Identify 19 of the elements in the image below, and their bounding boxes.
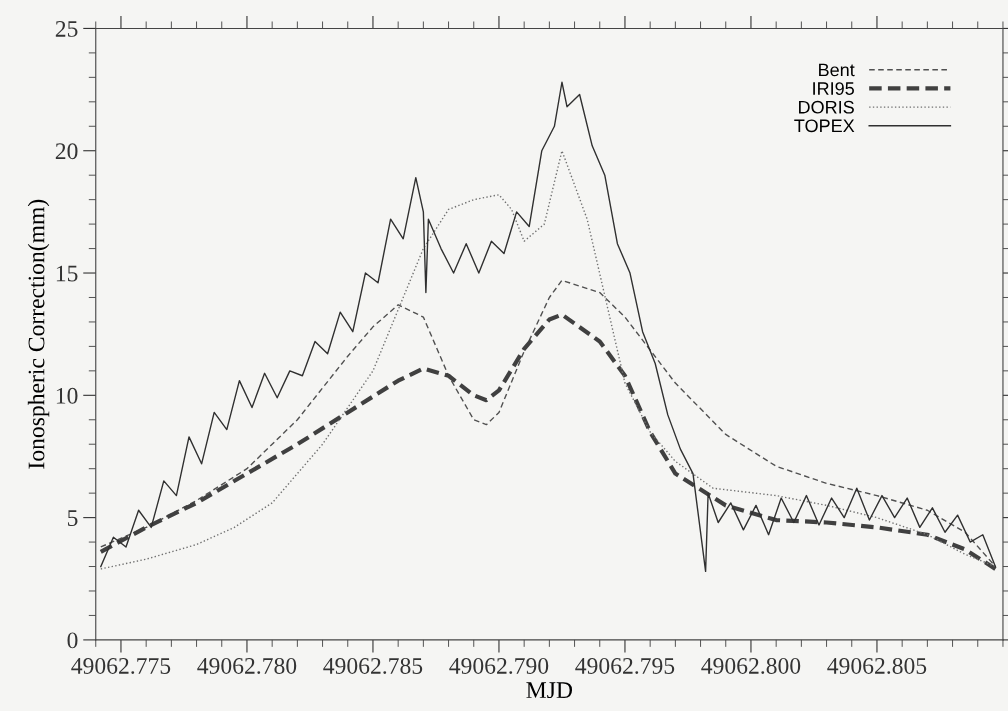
x-tick-label: 49062.800 bbox=[701, 657, 801, 674]
y-axis-title: Ionospheric Correction(mm) bbox=[27, 199, 50, 469]
y-tick-label: 25 bbox=[55, 21, 78, 37]
legend-label: DORIS bbox=[799, 100, 854, 114]
x-tick-label: 49062.780 bbox=[197, 657, 297, 674]
x-axis-title: MJD bbox=[526, 682, 573, 699]
y-tick-label: 20 bbox=[55, 143, 78, 160]
y-tick-label: 15 bbox=[56, 265, 78, 282]
legend-label: TOPEX bbox=[794, 119, 855, 133]
x-tick-label: 49062.805 bbox=[827, 657, 927, 674]
y-tick-label: 10 bbox=[56, 387, 78, 404]
x-tick-label: 49062.775 bbox=[71, 657, 171, 674]
x-tick-label: 49062.795 bbox=[575, 657, 675, 674]
y-tick-label: 0 bbox=[67, 632, 78, 649]
x-tick-label: 49062.790 bbox=[449, 657, 549, 674]
legend-label: Bent bbox=[819, 63, 855, 77]
y-tick-label: 5 bbox=[67, 510, 78, 527]
x-tick-label: 49062.785 bbox=[323, 657, 423, 674]
legend-label: IRI95 bbox=[813, 82, 854, 95]
